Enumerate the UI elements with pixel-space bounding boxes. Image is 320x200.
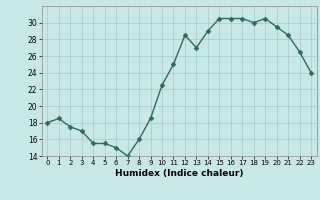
X-axis label: Humidex (Indice chaleur): Humidex (Indice chaleur) [115, 169, 244, 178]
